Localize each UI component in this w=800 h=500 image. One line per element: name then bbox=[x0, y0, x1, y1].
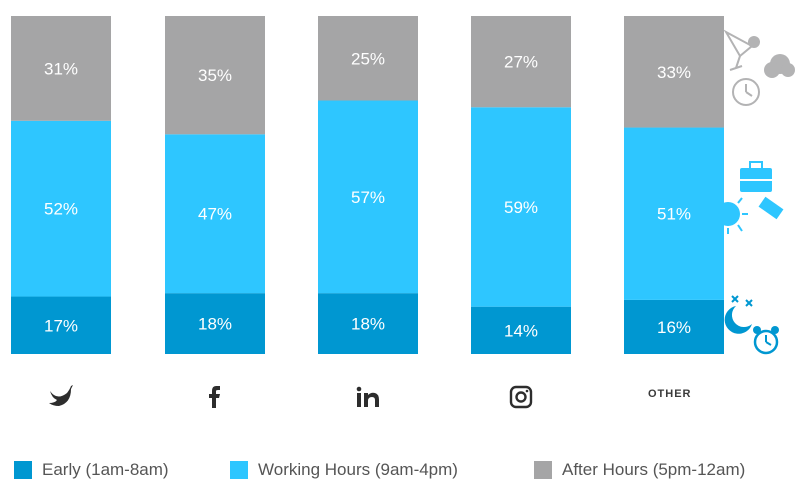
bar-segment-early bbox=[11, 296, 111, 354]
x-axis-labels: OTHER bbox=[49, 385, 692, 409]
bar-segment-after-hours bbox=[471, 16, 571, 108]
bar-segment-after-hours bbox=[318, 16, 418, 101]
bar-segment-early bbox=[471, 306, 571, 354]
legend-swatch-working-hours bbox=[230, 461, 248, 479]
data-label-after-hours: 33% bbox=[657, 63, 691, 82]
bar-segment-working-hours bbox=[318, 100, 418, 294]
bar-segment-after-hours bbox=[624, 16, 724, 128]
legend-label-early: Early (1am-8am) bbox=[42, 460, 169, 479]
data-label-early: 18% bbox=[351, 315, 385, 334]
instagram-icon bbox=[509, 385, 533, 409]
data-label-after-hours: 35% bbox=[198, 66, 232, 85]
legend-item-early: Early (1am-8am) bbox=[14, 460, 169, 480]
bar-segment-after-hours bbox=[11, 16, 111, 121]
stacked-bar-chart: 17% 52% 31% 18% 47% 35% 18% 57% 25% 14% 59% 27% 16% 5… bbox=[11, 16, 795, 409]
data-label-after-hours: 31% bbox=[44, 59, 78, 78]
bar-segment-early bbox=[318, 293, 418, 354]
legend-label-after-hours: After Hours (5pm-12am) bbox=[562, 460, 746, 479]
legend-item-after-hours: After Hours (5pm-12am) bbox=[534, 460, 745, 480]
data-label-early: 14% bbox=[504, 321, 538, 340]
bar-segment-early bbox=[165, 293, 265, 354]
cocktail-clock-icon bbox=[723, 29, 795, 106]
data-label-working-hours: 47% bbox=[198, 205, 232, 224]
data-label-working-hours: 57% bbox=[351, 188, 385, 207]
legend-label-working-hours: Working Hours (9am-4pm) bbox=[258, 460, 458, 479]
bar-segment-working-hours bbox=[165, 134, 265, 294]
linkedin-icon bbox=[356, 386, 379, 407]
legend: Early (1am-8am) Working Hours (9am-4pm) … bbox=[0, 460, 800, 486]
bar-segment-working-hours bbox=[624, 127, 724, 300]
legend-item-working-hours: Working Hours (9am-4pm) bbox=[230, 460, 458, 480]
data-label-after-hours: 27% bbox=[504, 53, 538, 72]
data-label-after-hours: 25% bbox=[351, 49, 385, 68]
x-tick-label: OTHER bbox=[648, 388, 692, 400]
twitter-icon bbox=[49, 385, 73, 406]
data-label-working-hours: 51% bbox=[657, 205, 691, 224]
legend-swatch-early bbox=[14, 461, 32, 479]
bar-segment-early bbox=[624, 299, 724, 354]
bar-segment-after-hours bbox=[165, 16, 265, 135]
bar-segment-working-hours bbox=[11, 120, 111, 297]
data-label-early: 17% bbox=[44, 316, 78, 335]
briefcase-sun-icon bbox=[716, 161, 784, 234]
facebook-icon bbox=[209, 386, 220, 408]
bars-group: 17% 52% 31% 18% 47% 35% 18% 57% 25% 14% 59% 27% 16% 5… bbox=[11, 16, 724, 354]
data-label-working-hours: 59% bbox=[504, 198, 538, 217]
moon-alarm-icon bbox=[724, 295, 779, 355]
data-label-early: 16% bbox=[657, 318, 691, 337]
bar-segment-working-hours bbox=[471, 107, 571, 307]
legend-swatch-after-hours bbox=[534, 461, 552, 479]
data-label-working-hours: 52% bbox=[44, 200, 78, 219]
data-label-early: 18% bbox=[198, 315, 232, 334]
